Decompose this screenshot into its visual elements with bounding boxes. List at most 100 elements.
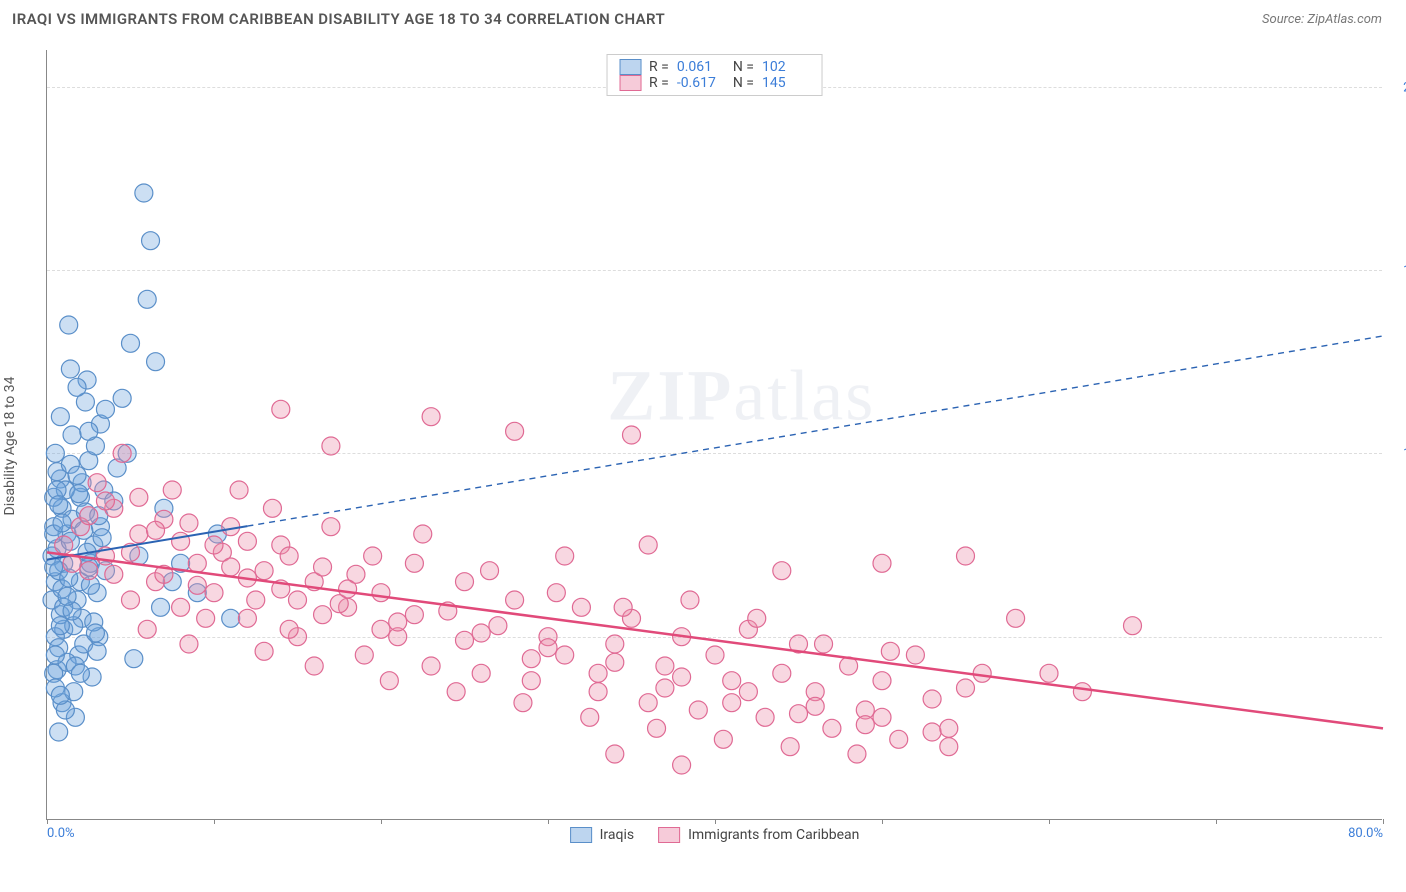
scatter-point — [581, 708, 599, 726]
scatter-point — [60, 316, 78, 334]
scatter-point — [238, 532, 256, 550]
scatter-point — [46, 646, 64, 664]
scatter-point — [45, 558, 63, 576]
scatter-point — [197, 609, 215, 627]
scatter-point — [405, 606, 423, 624]
scatter-point — [130, 488, 148, 506]
x-tick-label: 0.0% — [47, 826, 75, 841]
x-tick-mark — [381, 819, 382, 824]
scatter-point — [856, 716, 874, 734]
scatter-point — [247, 591, 265, 609]
scatter-point — [122, 334, 140, 352]
scatter-point — [656, 679, 674, 697]
scatter-point — [456, 573, 474, 591]
scatter-point — [748, 609, 766, 627]
scatter-point — [522, 650, 540, 668]
scatter-point — [130, 525, 148, 543]
scatter-point — [414, 525, 432, 543]
scatter-point — [589, 683, 607, 701]
scatter-point — [222, 518, 240, 536]
scatter-point — [422, 657, 440, 675]
scatter-point — [50, 496, 68, 514]
swatch-pink — [619, 75, 641, 91]
scatter-point — [138, 290, 156, 308]
scatter-point — [61, 360, 79, 378]
scatter-point — [1124, 617, 1142, 635]
scatter-point — [51, 686, 69, 704]
scatter-point — [314, 558, 332, 576]
scatter-point — [372, 584, 390, 602]
scatter-point — [923, 723, 941, 741]
scatter-point — [88, 474, 106, 492]
scatter-point — [113, 444, 131, 462]
scatter-point — [506, 591, 524, 609]
chart-title: IRAQI VS IMMIGRANTS FROM CARIBBEAN DISAB… — [12, 10, 665, 28]
scatter-point — [656, 657, 674, 675]
swatch-blue-bottom — [570, 827, 592, 843]
scatter-point — [263, 499, 281, 517]
scatter-point — [723, 694, 741, 712]
scatter-point — [96, 400, 114, 418]
scatter-point — [53, 514, 71, 532]
scatter-point — [88, 642, 106, 660]
scatter-point — [63, 426, 81, 444]
scatter-point — [790, 705, 808, 723]
scatter-point — [205, 536, 223, 554]
r-value-iraqis: 0.061 — [677, 59, 725, 75]
scatter-point — [606, 653, 624, 671]
scatter-point — [906, 646, 924, 664]
n-value-iraqis: 102 — [762, 59, 810, 75]
scatter-point — [80, 507, 98, 525]
scatter-point — [689, 701, 707, 719]
scatter-point — [180, 514, 198, 532]
scatter-point — [456, 631, 474, 649]
scatter-point — [673, 668, 691, 686]
scatter-point — [172, 532, 190, 550]
scatter-point — [940, 738, 958, 756]
scatter-point — [80, 422, 98, 440]
scatter-point — [180, 635, 198, 653]
x-tick-mark — [715, 819, 716, 824]
scatter-point — [147, 521, 165, 539]
scatter-point — [113, 389, 131, 407]
scatter-point — [305, 657, 323, 675]
scatter-point — [238, 609, 256, 627]
scatter-point — [739, 683, 757, 701]
x-tick-mark — [1383, 819, 1384, 824]
scatter-point — [380, 672, 398, 690]
legend-row-caribbean: R = -0.617 N = 145 — [619, 75, 810, 91]
trendline-dashed — [247, 336, 1383, 526]
x-tick-mark — [1049, 819, 1050, 824]
scatter-point — [280, 547, 298, 565]
scatter-point — [1040, 664, 1058, 682]
scatter-point — [172, 598, 190, 616]
legend-row-iraqis: R = 0.061 N = 102 — [619, 59, 810, 75]
trendline-solid — [47, 552, 1383, 728]
scatter-point — [188, 554, 206, 572]
scatter-point — [472, 664, 490, 682]
scatter-point — [68, 378, 86, 396]
scatter-point — [1073, 683, 1091, 701]
scatter-point — [472, 624, 490, 642]
scatter-point — [255, 642, 273, 660]
scatter-point — [556, 547, 574, 565]
scatter-point — [606, 635, 624, 653]
scatter-point — [405, 554, 423, 572]
x-tick-mark — [47, 819, 48, 824]
scatter-point — [773, 664, 791, 682]
scatter-point — [706, 646, 724, 664]
scatter-point — [873, 672, 891, 690]
scatter-point — [51, 617, 69, 635]
scatter-point — [222, 609, 240, 627]
scatter-point — [848, 745, 866, 763]
scatter-point — [163, 481, 181, 499]
r-value-caribbean: -0.617 — [677, 75, 725, 91]
scatter-point — [58, 587, 76, 605]
scatter-point — [68, 466, 86, 484]
scatter-point — [222, 558, 240, 576]
scatter-plot-svg — [47, 50, 1382, 819]
scatter-point — [556, 646, 574, 664]
scatter-point — [205, 584, 223, 602]
chart-plot-area: ZIPatlas 5.0%10.0%15.0%20.0%0.0%80.0% R … — [46, 50, 1382, 820]
x-tick-mark — [1216, 819, 1217, 824]
